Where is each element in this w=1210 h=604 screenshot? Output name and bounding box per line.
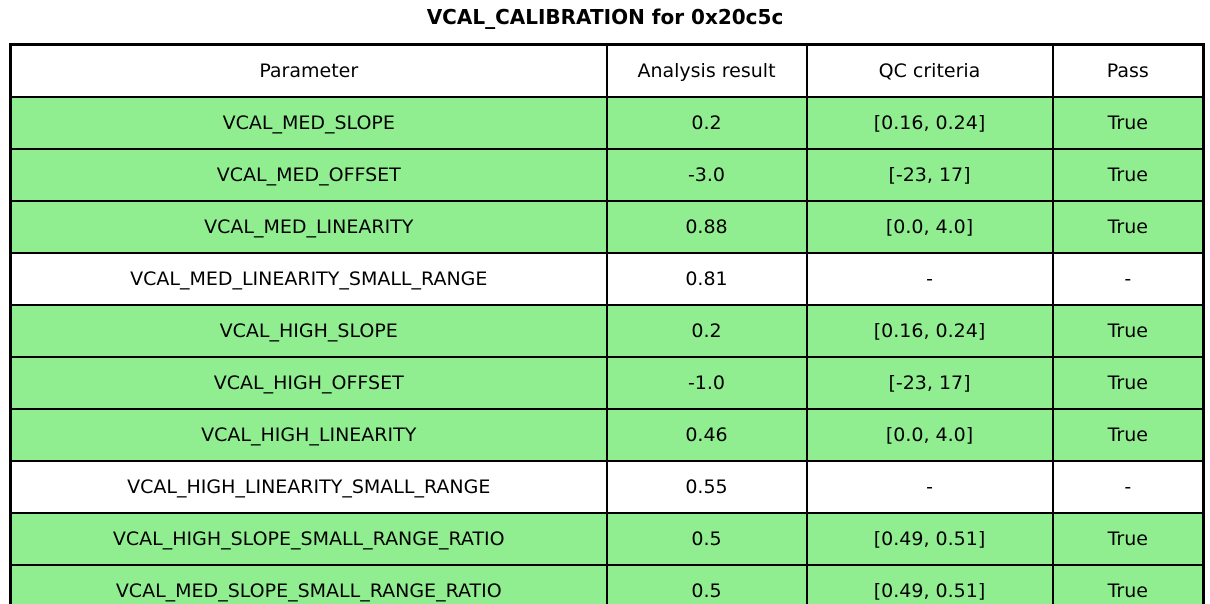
table-row: VCAL_HIGH_SLOPE 0.2 [0.16, 0.24] True xyxy=(9,304,1205,358)
table-row: VCAL_MED_LINEARITY_SMALL_RANGE 0.81- - xyxy=(9,252,1205,306)
analysis-result-cell: -1.0 xyxy=(605,356,808,410)
table-row: VCAL_MED_SLOPE_SMALL_RANGE_RATIO 0.5 [0.49… xyxy=(9,564,1205,604)
parameter-cell: VCAL_HIGH_SLOPE_SMALL_RANGE_RATIO xyxy=(9,512,608,566)
parameter-cell: VCAL_HIGH_OFFSET xyxy=(9,356,608,410)
pass-cell: True xyxy=(1051,356,1205,410)
col-header-parameter: Parameter xyxy=(9,43,608,98)
qc-criteria-cell: - xyxy=(805,460,1054,514)
pass-cell: - xyxy=(1051,252,1205,306)
analysis-result-cell: 0.5 xyxy=(605,512,808,566)
qc-criteria-cell: [0.49, 0.51] xyxy=(805,512,1054,566)
qc-criteria-cell: [-23, 17] xyxy=(805,356,1054,410)
qc-criteria-cell: [0.0, 4.0] xyxy=(805,200,1054,254)
pass-cell: True xyxy=(1051,148,1205,202)
table-row: VCAL_HIGH_OFFSET -1.0 [-23, 17] True xyxy=(9,356,1205,410)
qc-criteria-cell: - xyxy=(805,252,1054,306)
qc-criteria-cell: [0.49, 0.51] xyxy=(805,564,1054,604)
table-row: VCAL_HIGH_LINEARITY 0.46 [0.0, 4.0] True xyxy=(9,408,1205,462)
col-header-qc-criteria: QC criteria xyxy=(805,43,1054,98)
analysis-result-cell: -3.0 xyxy=(605,148,808,202)
pass-cell: True xyxy=(1051,564,1205,604)
qc-criteria-cell: [0.16, 0.24] xyxy=(805,304,1054,358)
parameter-cell: VCAL_HIGH_SLOPE xyxy=(9,304,608,358)
pass-cell: True xyxy=(1051,96,1205,150)
table-row: VCAL_MED_SLOPE 0.2 [0.16, 0.24] True xyxy=(9,96,1205,150)
analysis-result-cell: 0.88 xyxy=(605,200,808,254)
analysis-result-cell: 0.81 xyxy=(605,252,808,306)
page-title: VCAL_CALIBRATION for 0x20c5c xyxy=(426,5,784,29)
pass-cell: True xyxy=(1051,200,1205,254)
analysis-result-cell: 0.2 xyxy=(605,96,808,150)
table-row: VCAL_MED_LINEARITY 0.88 [0.0, 4.0] True xyxy=(9,200,1205,254)
parameter-cell: VCAL_MED_LINEARITY xyxy=(9,200,608,254)
qc-table-body: VCAL_MED_SLOPE 0.2 [0.16, 0.24] True VCAL_ME… xyxy=(9,96,1205,604)
col-header-analysis-result: Analysis result xyxy=(605,43,808,98)
parameter-cell: VCAL_MED_SLOPE_SMALL_RANGE_RATIO xyxy=(9,564,608,604)
parameter-cell: VCAL_HIGH_LINEARITY xyxy=(9,408,608,462)
table-row: VCAL_HIGH_LINEARITY_SMALL_RANGE 0.55- - xyxy=(9,460,1205,514)
pass-cell: True xyxy=(1051,512,1205,566)
table-row: VCAL_MED_OFFSET -3.0 [-23, 17] True xyxy=(9,148,1205,202)
analysis-result-cell: 0.5 xyxy=(605,564,808,604)
parameter-cell: VCAL_MED_OFFSET xyxy=(9,148,608,202)
qc-criteria-cell: [-23, 17] xyxy=(805,148,1054,202)
analysis-result-cell: 0.2 xyxy=(605,304,808,358)
col-header-pass: Pass xyxy=(1051,43,1205,98)
pass-cell: True xyxy=(1051,304,1205,358)
analysis-result-cell: 0.55 xyxy=(605,460,808,514)
pass-cell: True xyxy=(1051,408,1205,462)
qc-criteria-cell: [0.16, 0.24] xyxy=(805,96,1054,150)
parameter-cell: VCAL_HIGH_LINEARITY_SMALL_RANGE xyxy=(9,460,608,514)
parameter-cell: VCAL_MED_SLOPE xyxy=(9,96,608,150)
qc-table-header: Parameter Analysis result QC criteria Pa… xyxy=(9,43,1205,98)
table-row: VCAL_HIGH_SLOPE_SMALL_RANGE_RATIO 0.5 [0.4… xyxy=(9,512,1205,566)
pass-cell: - xyxy=(1051,460,1205,514)
qc-criteria-cell: [0.0, 4.0] xyxy=(805,408,1054,462)
qc-results-table: Parameter Analysis result QC criteria Pa… xyxy=(9,43,1205,604)
analysis-result-cell: 0.46 xyxy=(605,408,808,462)
header-row: Parameter Analysis result QC criteria Pa… xyxy=(9,43,1205,98)
parameter-cell: VCAL_MED_LINEARITY_SMALL_RANGE xyxy=(9,252,608,306)
